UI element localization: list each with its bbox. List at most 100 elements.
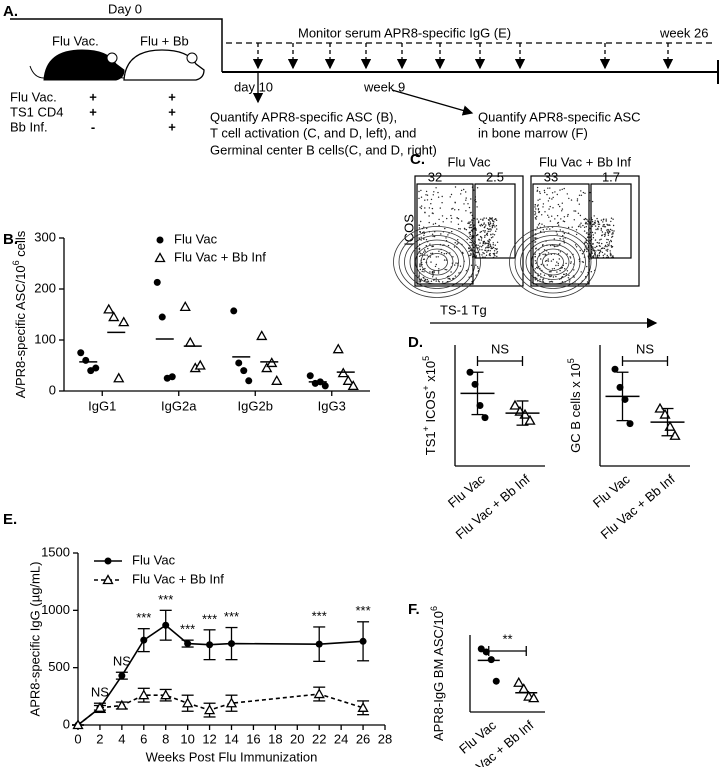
event-dot xyxy=(484,231,486,233)
event-dot xyxy=(602,224,605,226)
data-point xyxy=(140,636,148,644)
event-dot xyxy=(424,207,426,209)
event-dot xyxy=(597,228,599,231)
event-dot xyxy=(607,248,609,251)
annotation: *** xyxy=(312,608,327,623)
mouse-ear xyxy=(106,52,118,64)
event-dot xyxy=(432,212,434,215)
event-dot xyxy=(570,199,573,201)
event-dot xyxy=(475,251,477,254)
event-dot xyxy=(549,205,551,208)
event-dot xyxy=(556,233,558,235)
event-dot xyxy=(426,194,429,196)
event-dot xyxy=(423,226,425,228)
event-dot xyxy=(479,242,481,244)
event-dot xyxy=(580,194,583,196)
event-dot xyxy=(418,279,420,281)
event-dot xyxy=(546,264,548,266)
event-dot xyxy=(574,244,577,246)
event-dot xyxy=(487,244,490,246)
event-dot xyxy=(581,253,584,255)
event-dot xyxy=(469,235,471,237)
event-dot xyxy=(549,220,552,222)
event-dot xyxy=(487,242,489,244)
data-point xyxy=(271,374,283,385)
event-dot xyxy=(424,250,426,252)
event-dot xyxy=(476,187,479,189)
comparison-label: NS xyxy=(491,341,509,356)
x-tick-label: Flu Vac xyxy=(590,471,633,511)
data-point xyxy=(487,656,495,664)
legend-label: Flu Vac xyxy=(132,552,176,567)
data-point xyxy=(235,359,243,367)
event-dot xyxy=(549,187,551,189)
event-dot xyxy=(492,233,494,235)
data-point xyxy=(184,336,196,347)
event-dot xyxy=(583,249,586,251)
event-dot xyxy=(608,245,610,247)
event-dot xyxy=(566,270,569,272)
event-dot xyxy=(454,275,457,277)
event-dot xyxy=(567,226,570,229)
event-dot xyxy=(536,205,539,207)
y-tick-label: 1000 xyxy=(41,602,70,617)
event-dot xyxy=(540,258,542,260)
event-dot xyxy=(445,237,447,239)
event-dot xyxy=(586,250,588,253)
event-dot xyxy=(489,230,491,233)
event-dot xyxy=(433,191,435,193)
event-dot xyxy=(490,237,493,239)
data-point xyxy=(306,372,314,380)
event-dot xyxy=(534,212,537,214)
data-point xyxy=(245,377,253,385)
event-dot xyxy=(584,192,586,194)
event-dot xyxy=(437,256,439,258)
event-dot xyxy=(437,280,440,282)
event-dot xyxy=(456,243,458,245)
event-dot xyxy=(563,216,566,218)
event-dot xyxy=(426,227,428,230)
legend-marker xyxy=(156,236,164,244)
timeline-panel: A. Day 0 Monitor serum APR8-specific IgG… xyxy=(3,1,719,157)
event-dot xyxy=(611,236,613,238)
event-dot xyxy=(469,241,471,244)
event-dot xyxy=(420,236,422,238)
event-dot xyxy=(452,207,454,210)
event-dot xyxy=(566,193,568,195)
event-dot xyxy=(493,221,495,223)
event-dot xyxy=(469,254,471,256)
x-tick-label: 6 xyxy=(140,731,147,746)
event-dot xyxy=(490,218,492,220)
event-dot xyxy=(604,235,606,237)
axis-title: APR8-IgG BM ASC/106 xyxy=(429,606,446,741)
event-dot xyxy=(552,258,554,261)
event-dot xyxy=(485,242,487,244)
data-point xyxy=(184,640,192,648)
event-dot xyxy=(537,204,539,206)
event-dot xyxy=(591,200,594,203)
event-dot xyxy=(591,225,593,227)
event-dot xyxy=(553,267,555,270)
event-dot xyxy=(597,249,599,251)
event-dot xyxy=(437,272,440,274)
event-dot xyxy=(557,253,560,255)
event-dot xyxy=(564,268,566,270)
event-dot xyxy=(433,271,435,274)
event-dot xyxy=(559,189,561,191)
event-dot xyxy=(598,253,600,255)
event-dot xyxy=(431,271,434,273)
event-dot xyxy=(580,226,582,228)
note: Quantify APR8-specific ASC xyxy=(478,109,641,124)
event-dot xyxy=(547,214,549,216)
event-dot xyxy=(437,196,440,198)
event-dot xyxy=(542,278,544,281)
x-tick-label: Flu Vac xyxy=(445,471,488,511)
event-dot xyxy=(597,223,599,225)
event-dot xyxy=(560,218,562,220)
data-point xyxy=(492,677,500,685)
event-dot xyxy=(434,265,437,268)
gate-value: 1.7 xyxy=(602,169,620,184)
event-dot xyxy=(469,231,471,233)
event-dot xyxy=(591,219,593,221)
data-point xyxy=(476,402,484,409)
